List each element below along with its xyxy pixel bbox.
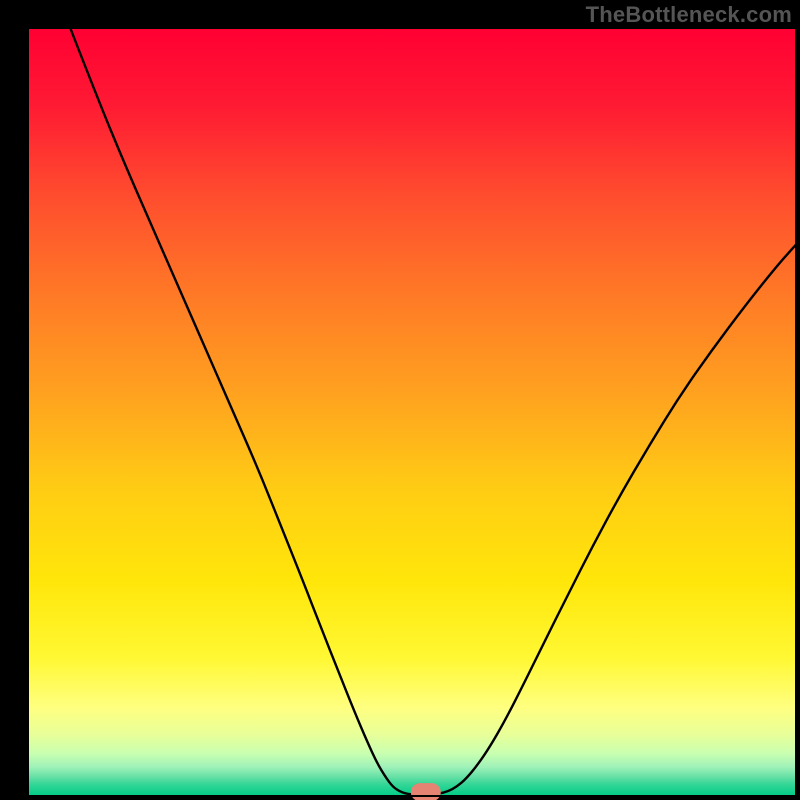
chart-container: TheBottleneck.com [0, 0, 800, 800]
chart-svg [0, 0, 800, 800]
watermark-text: TheBottleneck.com [586, 2, 792, 28]
optimum-marker [411, 783, 441, 800]
gradient-background [28, 28, 796, 796]
